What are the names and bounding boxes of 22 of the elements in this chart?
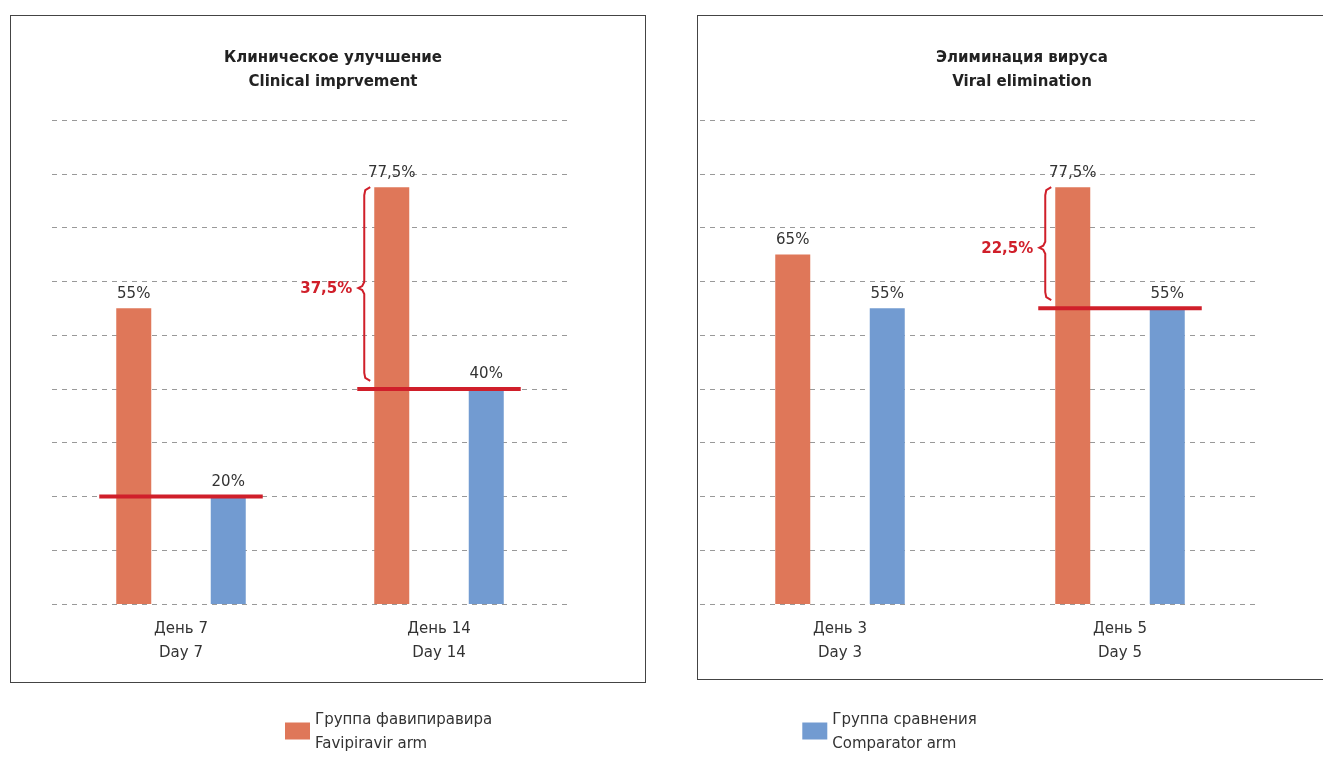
annotation: 22,5% bbox=[981, 238, 1034, 257]
bar bbox=[210, 496, 246, 604]
bar bbox=[468, 388, 504, 604]
bar bbox=[116, 308, 152, 604]
chart-title: Клиническое улучшение Clinical imprvement bbox=[224, 48, 442, 90]
data-label: 40% bbox=[469, 364, 503, 383]
data-label: 20% bbox=[211, 471, 245, 490]
x-tick-label: День 14 Day 14 bbox=[407, 619, 471, 661]
x-tick-label: День 5 Day 5 bbox=[1093, 619, 1147, 661]
bar bbox=[374, 187, 410, 604]
data-label: 77,5% bbox=[1048, 162, 1097, 181]
data-label: 55% bbox=[870, 283, 904, 302]
chart-title: Элиминация вируса Viral elimination bbox=[936, 48, 1108, 90]
legend-label: Группа фавипиравира Favipiravir arm bbox=[315, 710, 493, 752]
legend-label: Группа сравнения Comparator arm bbox=[832, 710, 977, 752]
x-tick-label: День 3 Day 3 bbox=[813, 619, 867, 661]
data-label: 77,5% bbox=[367, 162, 416, 181]
data-label: 65% bbox=[776, 229, 810, 248]
data-label: 55% bbox=[1150, 283, 1184, 302]
x-tick-label: День 7 Day 7 bbox=[154, 619, 208, 661]
annotation: 37,5% bbox=[300, 279, 353, 298]
data-label: 55% bbox=[117, 283, 151, 302]
